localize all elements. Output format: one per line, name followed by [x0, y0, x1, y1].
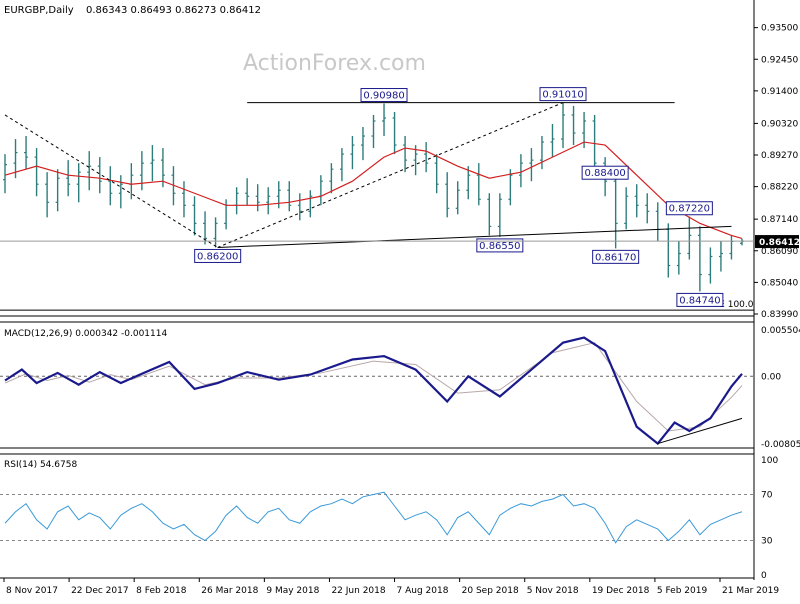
macd-trendline — [657, 417, 743, 445]
price-axis-tick-label: 0.92450 — [761, 55, 798, 65]
annotation-layer: 0.86200 0.90980 0.86550 0.91010 0.88400 0.861… — [194, 87, 724, 307]
price-annotation-label: 0.88400 — [584, 168, 625, 179]
price-axis-tick-label: 0.86090 — [761, 247, 798, 257]
price-annotation-box — [539, 87, 587, 102]
current-price-box — [755, 235, 799, 249]
price-annotation-label: 0.91010 — [542, 90, 583, 101]
trendline — [217, 225, 732, 248]
price-annotation-label: 0.90980 — [363, 91, 404, 102]
x-axis-tick-label: 8 Nov 2017 — [6, 586, 58, 596]
price-annotation-box — [360, 88, 408, 103]
macd-title: MACD(12,26,9) 0.000342 -0.001114 — [4, 329, 167, 339]
price-annotation-box — [476, 238, 524, 253]
price-annotation-box — [194, 248, 242, 263]
x-axis: 8 Nov 2017 22 Dec 2017 8 Feb 2018 26 Mar 20… — [3, 578, 779, 596]
ohlc-readout: 0.86343 0.86493 0.86273 0.86412 — [86, 5, 261, 16]
dashed-trendline — [217, 102, 564, 248]
x-axis-tick-label: 8 Feb 2018 — [136, 586, 187, 596]
x-axis-tick-label: 5 Nov 2018 — [527, 586, 579, 596]
moving-average-layer — [4, 141, 743, 239]
rsi-line — [4, 491, 743, 544]
price-axis-tick-label: 0.87140 — [761, 215, 798, 225]
price-annotation-label: 0.86550 — [479, 241, 520, 252]
x-axis-tick-label: 5 Feb 2019 — [657, 586, 708, 596]
price-annotation-box — [581, 165, 629, 180]
price-axis-tick-label: 0.89270 — [761, 151, 798, 161]
rsi-axis-tick-label: 0 — [761, 571, 767, 581]
price-annotation-label: 0.86200 — [197, 251, 238, 262]
trendline-layer — [4, 102, 732, 248]
chart-symbol-label: EURGBP,Daily — [4, 5, 74, 16]
x-axis-tick-label: 21 Mar 2019 — [722, 586, 779, 596]
price-annotation-label: 0.87220 — [669, 204, 710, 215]
price-annotation-label: 0.84740 — [679, 295, 720, 306]
macd-layer: 0.005504 0.00 -0.00805 — [0, 326, 800, 450]
watermark: ActionForex.com — [243, 51, 426, 76]
x-axis-tick-label: 22 Dec 2017 — [71, 586, 129, 596]
price-axis-tick-label: 0.91400 — [761, 87, 798, 97]
x-axis-tick-label: 26 Mar 2018 — [201, 586, 258, 596]
macd-axis-tick-label: 0.00 — [761, 372, 781, 382]
price-annotation-box — [592, 249, 640, 264]
x-axis-tick-label: 22 Jun 2018 — [331, 586, 385, 596]
x-axis-tick-label: 7 Aug 2018 — [397, 586, 449, 596]
x-axis-tick-label: 9 May 2018 — [266, 586, 319, 596]
price-axis-tick-label: 0.90320 — [761, 119, 798, 129]
price-annotation-box — [665, 201, 713, 216]
price-annotation-label: 0.86170 — [595, 252, 636, 263]
rsi-axis-tick-label: 100 — [761, 456, 778, 466]
price-axis-tick-label: 0.85040 — [761, 278, 798, 288]
price-axis-tick-label: 0.93500 — [761, 24, 798, 34]
rsi-axis-tick-label: 30 — [761, 537, 773, 547]
macd-axis-tick-label: -0.00805 — [761, 440, 800, 450]
rsi-title: RSI(14) 54.6758 — [4, 460, 77, 470]
x-axis-tick-label: 19 Dec 2018 — [592, 586, 650, 596]
price-annotation-box — [676, 292, 724, 307]
rsi-layer: 100 70 30 0 — [0, 456, 778, 581]
macd-axis-tick-label: 0.005504 — [761, 326, 800, 336]
price-axis-tick-label: 0.88220 — [761, 183, 798, 193]
moving-average-line — [4, 141, 743, 239]
macd-signal-line — [4, 342, 743, 432]
current-price-label: 0.86412 — [759, 238, 800, 248]
rsi-axis-tick-label: 70 — [761, 491, 773, 501]
fe-100-label: FE 100.0 — [714, 300, 754, 310]
x-axis-tick-label: 20 Sep 2018 — [462, 586, 519, 596]
price-axis: 0.93500 0.92450 0.91400 0.90320 0.89270 0.882… — [754, 24, 798, 320]
price-axis-tick-label: 0.83990 — [761, 310, 798, 320]
